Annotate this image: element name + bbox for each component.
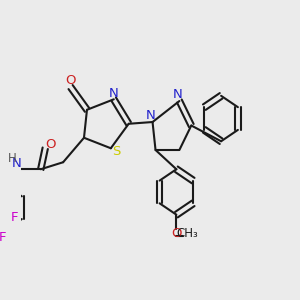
Text: N: N xyxy=(109,86,119,100)
Text: N: N xyxy=(12,158,22,170)
Text: F: F xyxy=(11,211,18,224)
Text: F: F xyxy=(0,231,6,244)
Text: S: S xyxy=(112,145,120,158)
Text: H: H xyxy=(8,152,17,164)
Text: O: O xyxy=(171,227,181,240)
Text: N: N xyxy=(173,88,183,101)
Text: CH₃: CH₃ xyxy=(176,227,198,240)
Text: O: O xyxy=(65,74,76,87)
Text: N: N xyxy=(146,109,156,122)
Text: O: O xyxy=(45,138,56,151)
